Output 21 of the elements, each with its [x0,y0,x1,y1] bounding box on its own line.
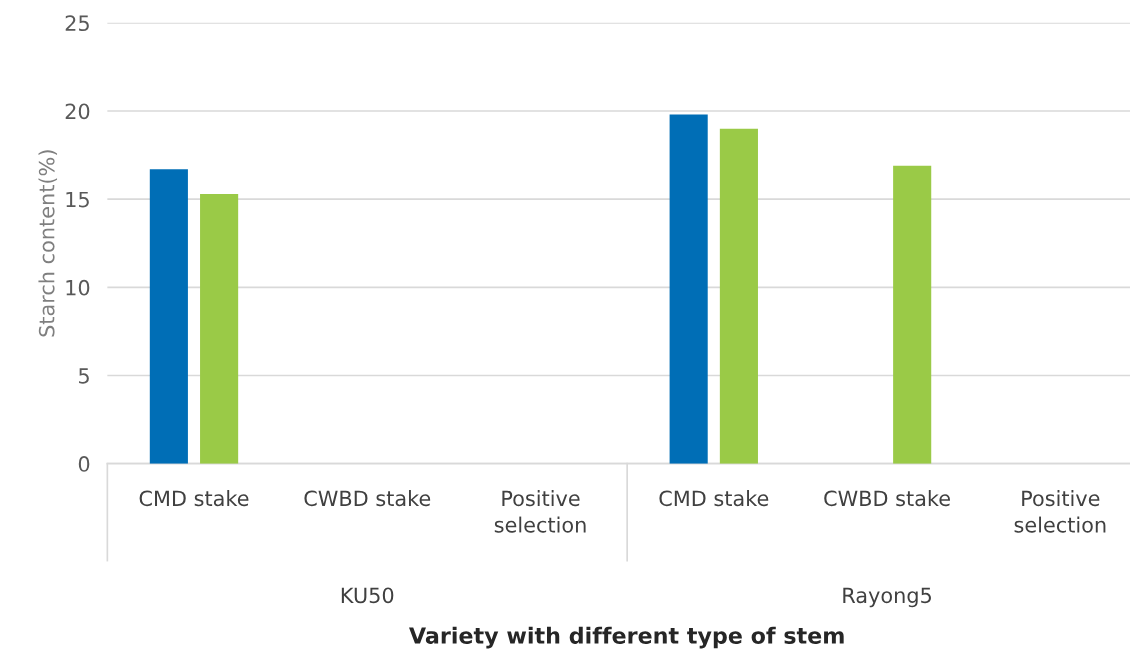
y-tick-label: 20 [65,103,90,120]
bar [200,193,239,464]
x-tick-label: CMD stake [659,490,769,507]
x-tick-label: Positive selection [494,490,586,533]
y-tick-label: 25 [65,15,89,32]
y-axis-title: Starch content(%) [38,150,58,337]
bar [669,114,708,464]
text: Rayong5 [843,587,931,608]
x-axis-title: Variety with different type of stem [409,626,844,649]
bar [149,169,188,464]
y-tick-label: 5 [79,368,89,384]
x-tick-label: CMD stake [139,490,249,507]
y-tick-label: 10 [66,279,90,296]
x-tick-label: Positive selection [1014,490,1106,533]
y-tick-label: 0 [78,456,90,472]
text: KU50 [341,587,394,604]
x-tick-label: CWBD stake [304,490,431,507]
bar [719,128,758,464]
x-tick-label: CWBD stake [824,490,950,507]
y-tick-label: 15 [66,191,89,208]
bar [893,165,932,464]
